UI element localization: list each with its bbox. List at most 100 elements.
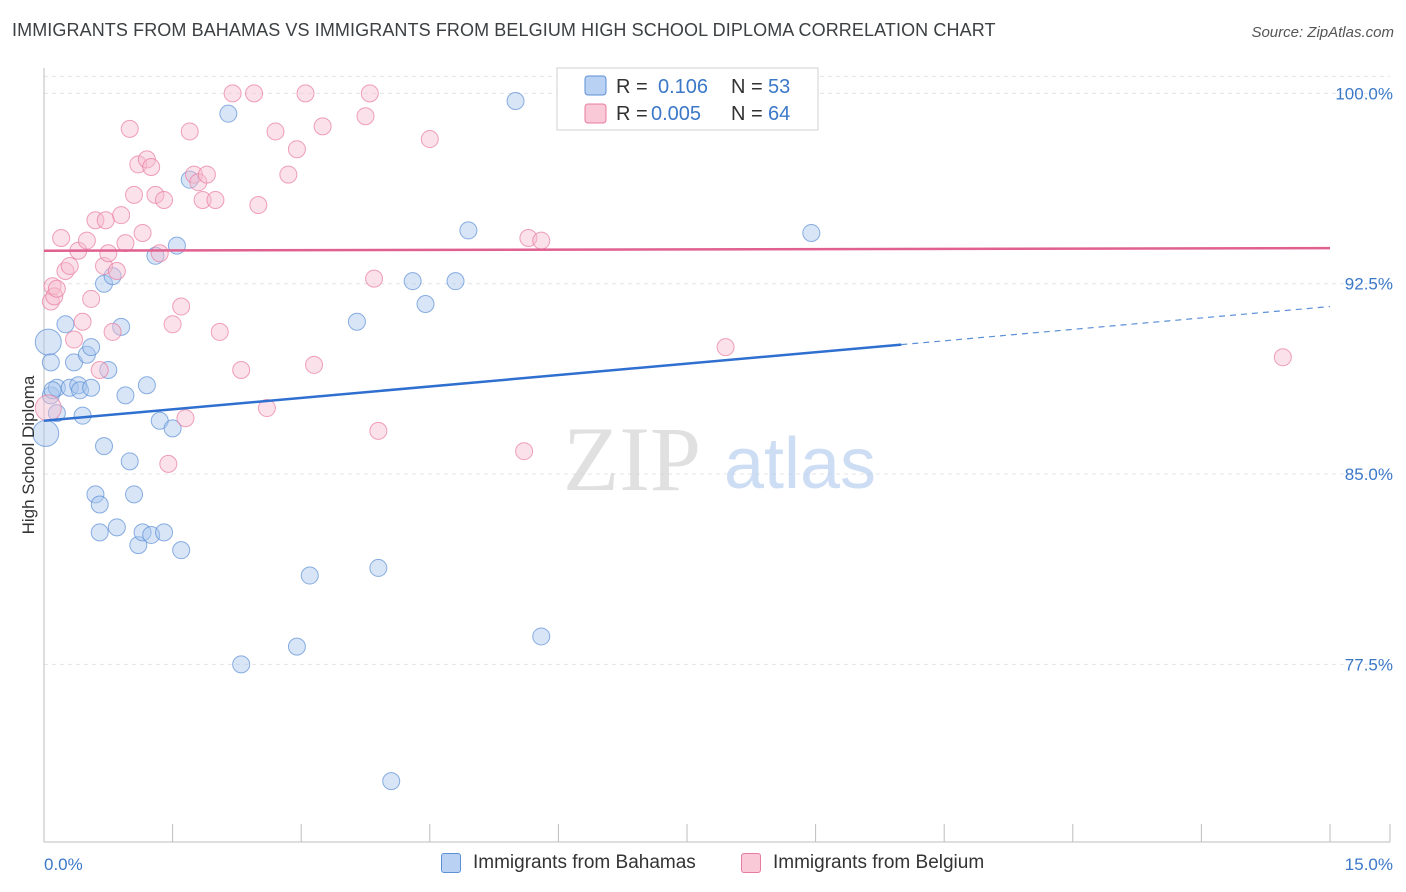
point-belgium [133,223,152,242]
stats-legend: R = 0.106 N = 53 R = 0.005 N = 64 [556,67,819,131]
point-belgium [206,190,225,209]
point-bahamas [56,315,75,334]
trend-line-bahamas [43,343,902,422]
point-bahamas [112,317,131,336]
point-bahamas [71,381,90,400]
point-belgium [210,322,229,341]
data-points [32,84,1292,791]
legend-r-label-2: R = [616,103,648,125]
point-bahamas [300,566,319,585]
point-bahamas [446,272,465,291]
series-legend: Immigrants from Bahamas Immigrants from … [0,852,1406,878]
legend-r-label-1: R = [616,76,648,98]
point-bahamas [125,485,144,504]
legend-n-label-1: N = [731,76,763,98]
point-bahamas [95,437,114,456]
legend-r-value-2: 0.005 [651,103,701,125]
point-belgium [532,231,551,250]
point-bahamas [34,328,62,356]
point-belgium [313,117,332,136]
point-belgium [146,185,165,204]
point-belgium [96,211,115,230]
legend-swatch-belgium [584,103,607,124]
point-belgium [116,234,135,253]
legend-label-belgium: Immigrants from Belgium [773,852,985,873]
watermark-zip: ZIP [563,408,701,510]
point-bahamas [155,523,174,542]
point-belgium [163,315,182,334]
watermark-atlas: atlas [724,424,876,504]
point-bahamas [459,221,478,240]
point-belgium [232,360,251,379]
point-belgium [34,394,62,422]
tick-labels: 77.5% 85.0% 92.5% 100.0% 0.0% 15.0% [44,84,1393,874]
point-belgium [360,84,379,103]
point-bahamas [287,637,306,656]
legend-swatch-bahamas-bottom [441,853,461,873]
point-bahamas [369,558,388,577]
legend-n-value-1: 53 [768,76,790,98]
chart-source: Source: ZipAtlas.com [1251,24,1394,41]
x-tick-label-end: 15.0% [1345,855,1393,874]
point-belgium [266,122,285,141]
point-belgium [1273,348,1292,367]
chart-title: IMMIGRANTS FROM BAHAMAS VS IMMIGRANTS FR… [12,20,996,40]
point-belgium [60,256,79,275]
point-bahamas [802,223,821,242]
point-bahamas [120,452,139,471]
point-belgium [172,297,191,316]
point-bahamas [232,655,251,674]
point-belgium [305,355,324,374]
point-bahamas [416,295,435,314]
point-bahamas [43,381,62,400]
y-tick-label: 85.0% [1345,465,1393,484]
point-belgium [47,279,66,298]
point-belgium [99,244,118,263]
axes [43,68,1391,843]
point-belgium [716,338,735,357]
point-bahamas [347,312,366,331]
point-belgium [125,185,144,204]
point-belgium [287,140,306,159]
point-belgium [77,231,96,250]
point-belgium [65,330,84,349]
point-bahamas [172,541,191,560]
point-belgium [159,454,178,473]
legend-n-label-2: N = [731,103,763,125]
point-belgium [155,190,174,209]
point-belgium [245,84,264,103]
point-belgium [142,157,161,176]
point-belgium [107,262,126,281]
point-bahamas [163,419,182,438]
legend-swatch-bahamas [584,75,607,96]
y-tick-label: 77.5% [1345,655,1393,674]
point-bahamas [137,376,156,395]
point-belgium [365,269,384,288]
point-bahamas [90,523,109,542]
point-belgium [86,211,105,230]
point-bahamas [86,485,105,504]
point-bahamas [506,91,525,110]
point-belgium [223,84,242,103]
point-belgium [150,244,169,263]
point-belgium [197,165,216,184]
point-bahamas [219,104,238,123]
point-belgium [420,130,439,149]
point-bahamas [90,495,109,514]
watermark: ZIP atlas [563,408,876,510]
point-bahamas [82,378,101,397]
point-belgium [103,322,122,341]
point-belgium [515,442,534,461]
point-belgium [52,229,71,248]
point-belgium [73,312,92,331]
trend-line-bahamas-extension [901,305,1331,346]
point-belgium [120,119,139,138]
legend-n-value-2: 64 [768,103,790,125]
point-bahamas [107,518,126,537]
point-belgium [82,289,101,308]
point-bahamas [41,353,60,372]
point-belgium [193,190,212,209]
y-tick-label: 92.5% [1345,275,1393,294]
legend-swatch-belgium-bottom [741,853,761,873]
